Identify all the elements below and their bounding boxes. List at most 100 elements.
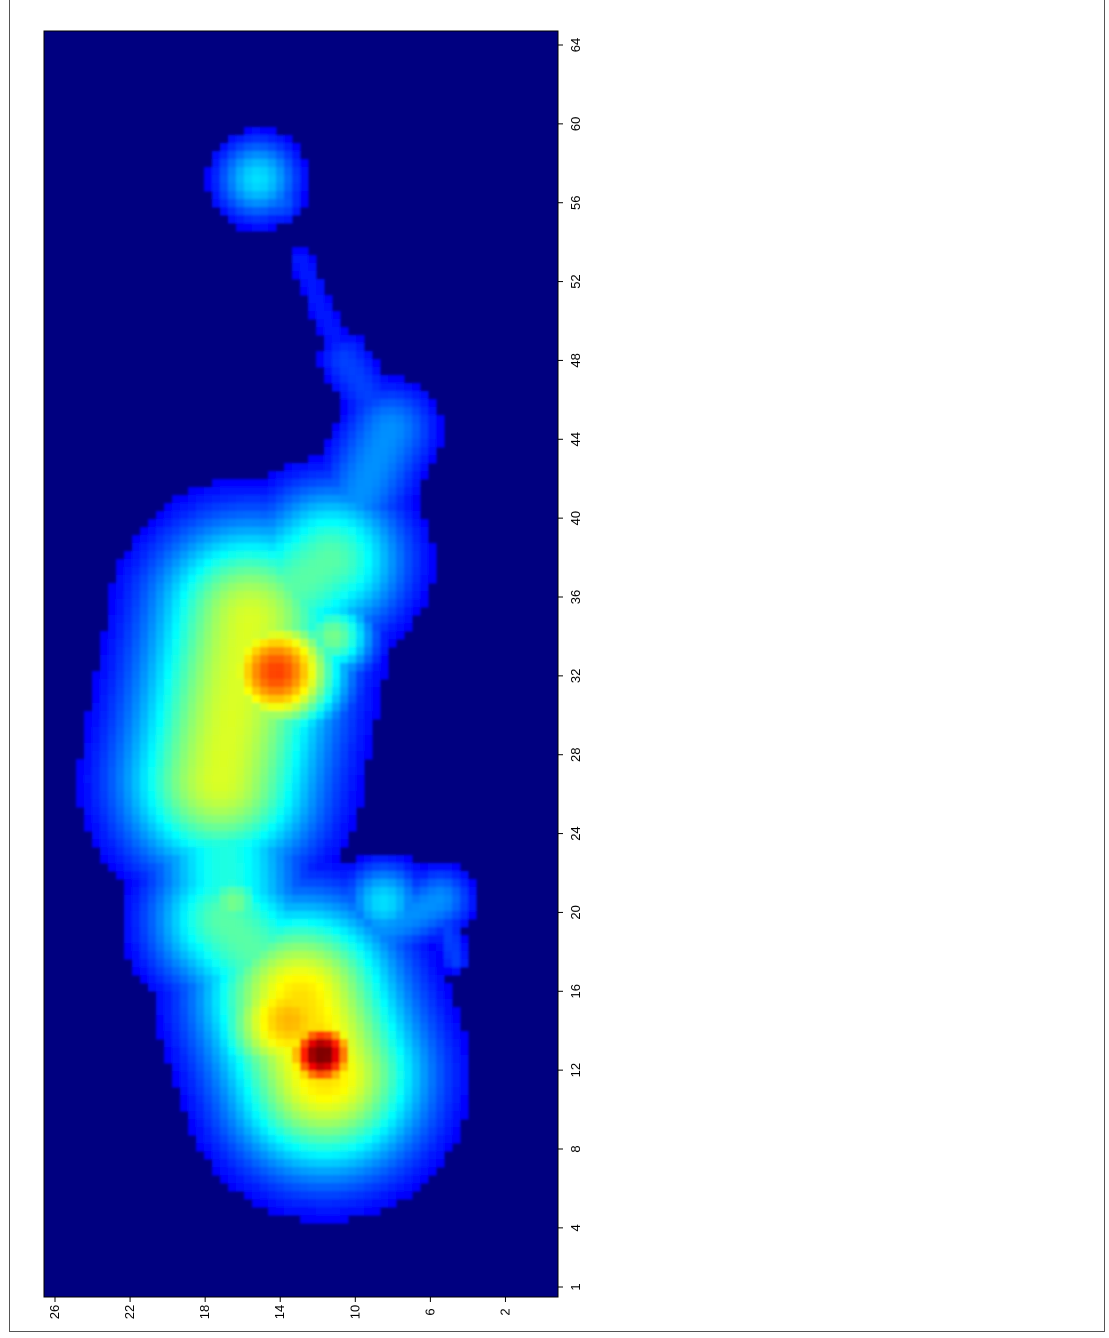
heatmap-cell [324,1087,333,1096]
heatmap-cell [196,991,205,1000]
heatmap-cell [148,879,157,888]
heatmap-cell [460,943,469,952]
heatmap-cell [164,575,173,584]
heatmap-cell [284,919,293,928]
heatmap-cell [316,623,325,632]
heatmap-cell [100,663,109,672]
heatmap-cell [140,663,149,672]
heatmap-cell [276,687,285,696]
heatmap-cell [236,927,245,936]
heatmap-cell [340,671,349,680]
heatmap-cell [236,815,245,824]
heatmap-cell [212,567,221,576]
heatmap-cell [380,463,389,472]
heatmap-cell [340,999,349,1008]
heatmap-cell [132,871,141,880]
heatmap-cell [164,983,173,992]
heatmap-cell [244,911,253,920]
heatmap-cell [412,903,421,912]
heatmap-cell [316,951,325,960]
heatmap-cell [356,415,365,424]
heatmap-cell [372,391,381,400]
heatmap-cell [172,999,181,1008]
heatmap-cell [252,127,261,136]
heatmap-cell [228,479,237,488]
heatmap-cell [172,671,181,680]
heatmap-cell [428,1103,437,1112]
heatmap-cell [276,1135,285,1144]
heatmap-cell [300,1207,309,1216]
heatmap-cell [372,871,381,880]
heatmap-cell [268,511,277,520]
heatmap-cell [196,751,205,760]
heatmap-cell [348,863,357,872]
heatmap-cell [252,487,261,496]
heatmap-cell [364,871,373,880]
heatmap-cell [268,615,277,624]
heatmap-cell [348,759,357,768]
heatmap-cell [340,1007,349,1016]
heatmap-cell [252,887,261,896]
heatmap-cell [156,543,165,552]
heatmap-cell [132,607,141,616]
heatmap-cell [396,1087,405,1096]
heatmap-cell [92,743,101,752]
heatmap-cell [228,543,237,552]
heatmap-cell [260,223,269,232]
heatmap-cell [300,735,309,744]
heatmap-cell [268,215,277,224]
heatmap-cell [260,479,269,488]
x-tick-label: 28 [568,747,583,761]
heatmap-cell [436,1031,445,1040]
heatmap-cell [452,959,461,968]
heatmap-cell [356,1127,365,1136]
heatmap-cell [372,1111,381,1120]
heatmap-cell [236,935,245,944]
heatmap-cell [388,535,397,544]
heatmap-cell [148,599,157,608]
heatmap-cell [420,927,429,936]
heatmap-cell [356,863,365,872]
heatmap-cell [172,735,181,744]
heatmap-cell [180,703,189,712]
heatmap-cell [180,855,189,864]
heatmap-cell [292,1183,301,1192]
heatmap-cell [252,655,261,664]
heatmap-cell [308,999,317,1008]
heatmap-cell [260,199,269,208]
heatmap-cell [444,1135,453,1144]
heatmap-cell [292,1079,301,1088]
heatmap-cell [228,679,237,688]
heatmap-cell [260,967,269,976]
heatmap-cell [228,743,237,752]
heatmap-cell [116,671,125,680]
heatmap-cell [316,567,325,576]
heatmap-cell [252,847,261,856]
heatmap-cell [164,1055,173,1064]
heatmap-cell [132,559,141,568]
heatmap-cell [460,887,469,896]
heatmap-cell [276,199,285,208]
heatmap-cell [108,615,117,624]
heatmap-cell [276,919,285,928]
heatmap-cell [300,175,309,184]
heatmap-cell [228,647,237,656]
heatmap-cell [300,559,309,568]
heatmap-cell [188,1015,197,1024]
heatmap-cell [396,1183,405,1192]
heatmap-cell [276,951,285,960]
heatmap-cell [308,311,317,320]
heatmap-cell [340,423,349,432]
heatmap-cell [108,631,117,640]
heatmap-cell [356,1119,365,1128]
heatmap-cell [260,1175,269,1184]
heatmap-cell [404,439,413,448]
heatmap-cell [156,607,165,616]
heatmap-cell [380,903,389,912]
heatmap-cell [260,1095,269,1104]
heatmap-cell [244,647,253,656]
heatmap-cell [164,695,173,704]
heatmap-cell [268,935,277,944]
heatmap-cell [292,727,301,736]
heatmap-cell [340,503,349,512]
